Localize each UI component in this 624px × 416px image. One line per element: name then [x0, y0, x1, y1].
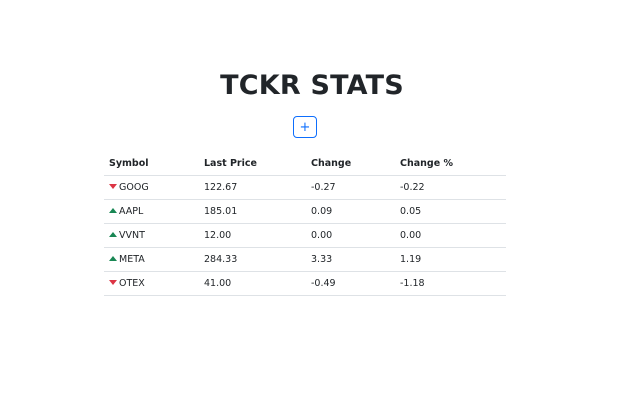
table-header-row: Symbol Last Price Change Change % [104, 152, 506, 176]
direction-arrow-icon [109, 280, 117, 285]
change-cell: 0.09 [306, 199, 395, 224]
stats-table: Symbol Last Price Change Change % GOOG 1… [104, 152, 506, 296]
change-pct-cell: 0.00 [395, 223, 506, 248]
last-price-cell: 41.00 [199, 271, 306, 296]
direction-arrow-icon [109, 232, 117, 237]
symbol-cell: AAPL [104, 199, 199, 224]
symbol-cell: OTEX [104, 271, 199, 296]
last-price-cell: 12.00 [199, 223, 306, 248]
change-pct-cell: -1.18 [395, 271, 506, 296]
change-pct-cell: -0.22 [395, 175, 506, 200]
change-pct-cell: 0.05 [395, 199, 506, 224]
table-row[interactable]: OTEX 41.00 -0.49 -1.18 [104, 271, 506, 296]
plus-icon: + [299, 119, 311, 135]
change-cell: -0.49 [306, 271, 395, 296]
change-pct-cell: 1.19 [395, 247, 506, 272]
change-cell: -0.27 [306, 175, 395, 200]
table-row[interactable]: VVNT 12.00 0.00 0.00 [104, 223, 506, 248]
direction-arrow-icon [109, 184, 117, 189]
change-cell: 0.00 [306, 223, 395, 248]
page-title: TCKR STATS [220, 70, 404, 101]
header-last-price: Last Price [199, 152, 306, 176]
table-row[interactable]: GOOG 122.67 -0.27 -0.22 [104, 175, 506, 200]
symbol-text: AAPL [119, 206, 144, 217]
symbol-text: META [119, 254, 145, 265]
symbol-cell: GOOG [104, 175, 199, 200]
table-row[interactable]: AAPL 185.01 0.09 0.05 [104, 199, 506, 224]
header-symbol: Symbol [104, 152, 199, 176]
change-cell: 3.33 [306, 247, 395, 272]
symbol-text: OTEX [119, 278, 145, 289]
symbol-cell: META [104, 247, 199, 272]
symbol-cell: VVNT [104, 223, 199, 248]
symbol-text: GOOG [119, 182, 149, 193]
header-change-pct: Change % [395, 152, 506, 176]
header-change: Change [306, 152, 395, 176]
add-ticker-button[interactable]: + [293, 116, 317, 138]
symbol-text: VVNT [119, 230, 145, 241]
last-price-cell: 284.33 [199, 247, 306, 272]
last-price-cell: 185.01 [199, 199, 306, 224]
table-row[interactable]: META 284.33 3.33 1.19 [104, 247, 506, 272]
last-price-cell: 122.67 [199, 175, 306, 200]
direction-arrow-icon [109, 208, 117, 213]
direction-arrow-icon [109, 256, 117, 261]
